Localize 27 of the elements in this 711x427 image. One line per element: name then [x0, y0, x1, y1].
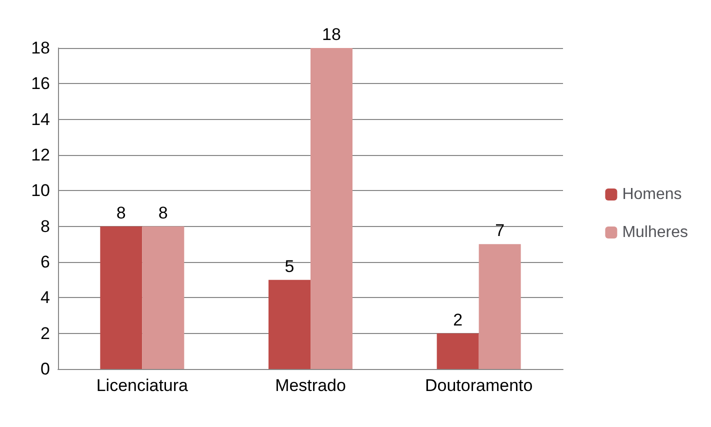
- y-tick-label: 6: [40, 252, 50, 272]
- x-tick-label: Licenciatura: [96, 376, 189, 395]
- legend-label: Mulheres: [622, 224, 688, 241]
- data-label: 5: [284, 256, 294, 276]
- data-label: 7: [495, 221, 505, 240]
- y-tick-label: 4: [40, 288, 50, 308]
- x-tick-label: Mestrado: [275, 376, 346, 395]
- data-label: 2: [453, 310, 463, 330]
- y-tick-label: 10: [31, 181, 50, 200]
- y-tick-label: 12: [31, 146, 50, 164]
- bar: [142, 226, 184, 369]
- data-label: 8: [116, 203, 126, 222]
- bar: [268, 280, 310, 369]
- y-tick-label: 2: [40, 324, 50, 343]
- x-tick-label: Doutoramento: [424, 376, 533, 395]
- y-tick-label: 0: [40, 360, 50, 378]
- bar: [436, 333, 479, 369]
- data-label: 18: [322, 25, 341, 44]
- legend-label: Homens: [622, 186, 682, 203]
- y-tick-label: 18: [31, 38, 50, 58]
- y-tick-label: 14: [31, 110, 50, 129]
- bar: [478, 244, 521, 369]
- bar: [100, 226, 142, 369]
- y-tick-label: 16: [31, 74, 50, 94]
- data-label: 8: [158, 203, 168, 222]
- bar: [310, 48, 352, 369]
- y-tick-label: 8: [40, 216, 50, 236]
